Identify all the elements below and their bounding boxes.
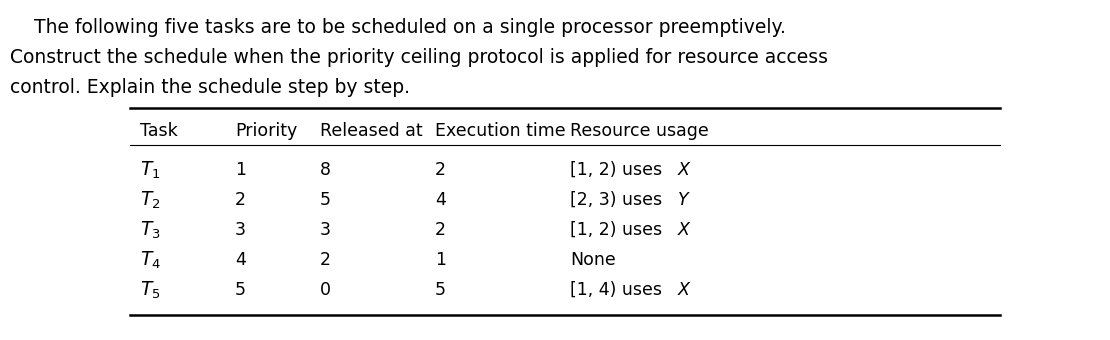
Text: $\mathit{T}_{1}$: $\mathit{T}_{1}$ <box>140 159 161 181</box>
Text: $\mathit{T}_{2}$: $\mathit{T}_{2}$ <box>140 189 161 211</box>
Text: 0: 0 <box>320 281 331 299</box>
Text: Task: Task <box>140 122 178 140</box>
Text: control. Explain the schedule step by step.: control. Explain the schedule step by st… <box>10 78 410 97</box>
Text: 1: 1 <box>435 251 446 269</box>
Text: [1, 2) uses: [1, 2) uses <box>571 221 667 239</box>
Text: Priority: Priority <box>235 122 297 140</box>
Text: X: X <box>678 281 690 299</box>
Text: The following five tasks are to be scheduled on a single processor preemptively.: The following five tasks are to be sched… <box>10 18 786 37</box>
Text: $\mathit{T}_{3}$: $\mathit{T}_{3}$ <box>140 219 161 241</box>
Text: Y: Y <box>678 191 688 209</box>
Text: [2, 3) uses: [2, 3) uses <box>571 191 667 209</box>
Text: Resource usage: Resource usage <box>571 122 709 140</box>
Text: X: X <box>678 161 690 179</box>
Text: 4: 4 <box>235 251 246 269</box>
Text: 3: 3 <box>320 221 331 239</box>
Text: 4: 4 <box>435 191 446 209</box>
Text: 8: 8 <box>320 161 331 179</box>
Text: 2: 2 <box>235 191 246 209</box>
Text: 5: 5 <box>235 281 246 299</box>
Text: 5: 5 <box>435 281 446 299</box>
Text: [1, 2) uses: [1, 2) uses <box>571 161 667 179</box>
Text: Execution time: Execution time <box>435 122 566 140</box>
Text: [1, 4) uses: [1, 4) uses <box>571 281 667 299</box>
Text: 2: 2 <box>320 251 331 269</box>
Text: 5: 5 <box>320 191 331 209</box>
Text: X: X <box>678 221 690 239</box>
Text: None: None <box>571 251 616 269</box>
Text: 3: 3 <box>235 221 246 239</box>
Text: 2: 2 <box>435 221 446 239</box>
Text: Construct the schedule when the priority ceiling protocol is applied for resourc: Construct the schedule when the priority… <box>10 48 828 67</box>
Text: Released at: Released at <box>320 122 423 140</box>
Text: $\mathit{T}_{5}$: $\mathit{T}_{5}$ <box>140 279 161 301</box>
Text: 2: 2 <box>435 161 446 179</box>
Text: 1: 1 <box>235 161 246 179</box>
Text: $\mathit{T}_{4}$: $\mathit{T}_{4}$ <box>140 249 161 271</box>
